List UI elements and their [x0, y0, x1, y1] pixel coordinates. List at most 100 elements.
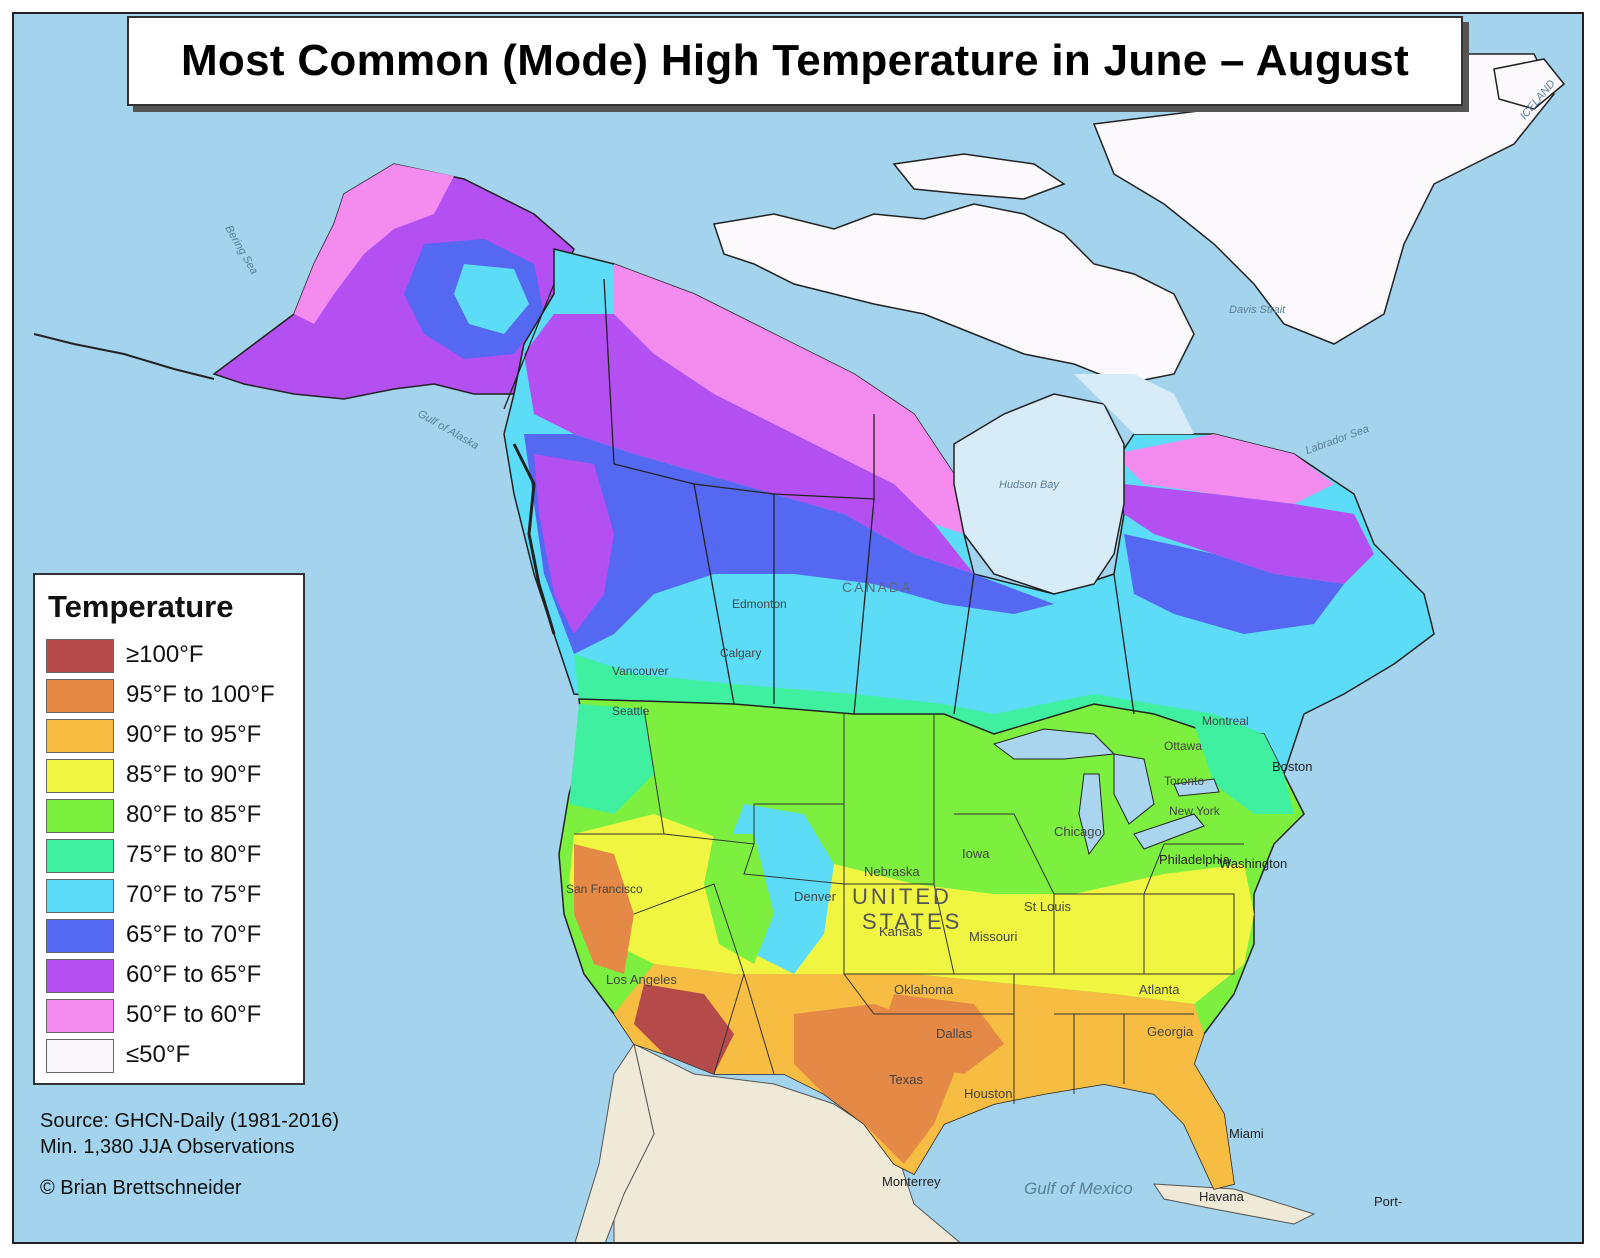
- legend: Temperature ≥100°F 95°F to 100°F 90°F to…: [33, 573, 305, 1085]
- city-monterrey: Monterrey: [882, 1174, 941, 1189]
- legend-swatch: [46, 639, 114, 673]
- city-calgary: Calgary: [720, 646, 762, 660]
- city-boston: Boston: [1272, 759, 1313, 774]
- legend-swatch: [46, 959, 114, 993]
- legend-label: ≥100°F: [126, 641, 204, 668]
- canada-west-purple: [534, 454, 614, 634]
- legend-label: 75°F to 80°F: [126, 841, 262, 868]
- legend-swatch: [46, 919, 114, 953]
- quebec-blue: [1124, 534, 1344, 634]
- legend-swatch: [46, 679, 114, 713]
- legend-swatch: [46, 1039, 114, 1073]
- state-oklahoma: Oklahoma: [894, 982, 954, 997]
- lake-huron: [1113, 753, 1155, 825]
- city-dallas: Dallas: [936, 1026, 973, 1041]
- state-iowa: Iowa: [962, 846, 990, 861]
- source-note: Source: GHCN-Daily (1981-2016) Min. 1,38…: [40, 1108, 339, 1160]
- us-northeast-teal: [1194, 724, 1294, 814]
- province-borders: [503, 278, 1135, 715]
- legend-swatch: [46, 759, 114, 793]
- canada-blue-band: [524, 434, 1054, 654]
- legend-swatch: [46, 879, 114, 913]
- alaska-coast-pink: [294, 164, 454, 324]
- city-port: Port-: [1374, 1194, 1403, 1209]
- city-miami: Miami: [1229, 1126, 1264, 1141]
- legend-label: 65°F to 70°F: [126, 921, 262, 948]
- legend-label: 60°F to 65°F: [126, 961, 262, 988]
- legend-item: ≥100°F: [46, 639, 301, 675]
- canada-north-pink: [614, 264, 964, 534]
- canada-label: CANADA: [842, 579, 913, 595]
- states-label: STATES: [862, 909, 963, 934]
- legend-swatch: [46, 799, 114, 833]
- quebec-purple: [1124, 484, 1374, 584]
- california-interior-orange: [574, 844, 634, 974]
- legend-item: 85°F to 90°F: [46, 759, 301, 795]
- legend-title: Temperature: [48, 589, 234, 624]
- city-new-york: New York: [1169, 804, 1220, 818]
- canada-purple-band: [524, 314, 974, 574]
- city-montreal: Montreal: [1202, 714, 1249, 728]
- legend-label: 50°F to 60°F: [126, 1001, 262, 1028]
- state-missouri: Missouri: [969, 929, 1018, 944]
- city-toronto: Toronto: [1164, 774, 1205, 788]
- legend-item: 90°F to 95°F: [46, 719, 301, 755]
- quebec-pink: [1114, 434, 1334, 504]
- state-georgia: Georgia: [1147, 1024, 1194, 1039]
- legend-item: 50°F to 60°F: [46, 999, 301, 1035]
- us-northwest-teal: [569, 704, 654, 814]
- legend-item: 60°F to 65°F: [46, 959, 301, 995]
- hudson-strait: [1074, 374, 1194, 434]
- arctic-islands-2: [892, 153, 1066, 200]
- city-philadelphia: Philadelphia: [1159, 852, 1230, 867]
- city-havana: Havana: [1199, 1189, 1244, 1204]
- rockies-green: [704, 834, 774, 964]
- baja: [574, 1042, 655, 1242]
- city-chicago: Chicago: [1054, 824, 1102, 839]
- city-vancouver: Vancouver: [612, 664, 669, 678]
- credit: © Brian Brettschneider: [40, 1177, 242, 1199]
- state-kansas: Kansas: [879, 924, 923, 939]
- legend-item: 95°F to 100°F: [46, 679, 301, 715]
- lake-erie: [1133, 813, 1205, 850]
- city-edmonton: Edmonton: [732, 597, 787, 611]
- city-atlanta: Atlanta: [1139, 982, 1180, 997]
- united-label: UNITED: [852, 884, 952, 909]
- legend-label: 90°F to 95°F: [126, 721, 262, 748]
- city-los-angeles: Los Angeles: [606, 972, 677, 987]
- legend-item: 75°F to 80°F: [46, 839, 301, 875]
- hudson-bay: [953, 393, 1125, 595]
- bc-coast-islands: [512, 443, 556, 635]
- legend-item: 80°F to 85°F: [46, 799, 301, 835]
- hudson-bay-label: Hudson Bay: [999, 479, 1059, 491]
- city-san-francisco: San Francisco: [566, 882, 643, 896]
- legend-swatch: [46, 839, 114, 873]
- gulf-of-mexico-label: Gulf of Mexico: [1024, 1179, 1133, 1198]
- city-st-louis: St Louis: [1024, 899, 1071, 914]
- city-houston: Houston: [964, 1086, 1013, 1101]
- title-box: Most Common (Mode) High Temperature in J…: [127, 16, 1463, 106]
- city-denver: Denver: [794, 889, 836, 904]
- cuba: [1153, 1183, 1316, 1225]
- arctic-islands: [713, 203, 1195, 385]
- legend-label: 70°F to 75°F: [126, 881, 262, 908]
- city-washington: Washington: [1219, 856, 1288, 871]
- aleutians: [33, 333, 215, 380]
- source-line-2: Min. 1,380 JJA Observations: [40, 1136, 295, 1158]
- desert-southwest-hot: [634, 984, 734, 1074]
- state-texas: Texas: [889, 1072, 923, 1087]
- state-nebraska: Nebraska: [864, 864, 920, 879]
- city-ottawa: Ottawa: [1164, 739, 1203, 753]
- map-title: Most Common (Mode) High Temperature in J…: [180, 36, 1410, 85]
- legend-swatch: [46, 999, 114, 1033]
- legend-label: 85°F to 90°F: [126, 761, 262, 788]
- city-seattle: Seattle: [612, 704, 650, 718]
- davis-strait-label: Davis Strait: [1229, 304, 1286, 316]
- legend-label: 95°F to 100°F: [126, 681, 275, 708]
- state-borders: [574, 708, 1244, 1104]
- lake-michigan: [1078, 773, 1105, 856]
- legend-item: 65°F to 70°F: [46, 919, 301, 955]
- legend-item: 70°F to 75°F: [46, 879, 301, 915]
- iceland: [1493, 58, 1566, 110]
- legend-label: 80°F to 85°F: [126, 801, 262, 828]
